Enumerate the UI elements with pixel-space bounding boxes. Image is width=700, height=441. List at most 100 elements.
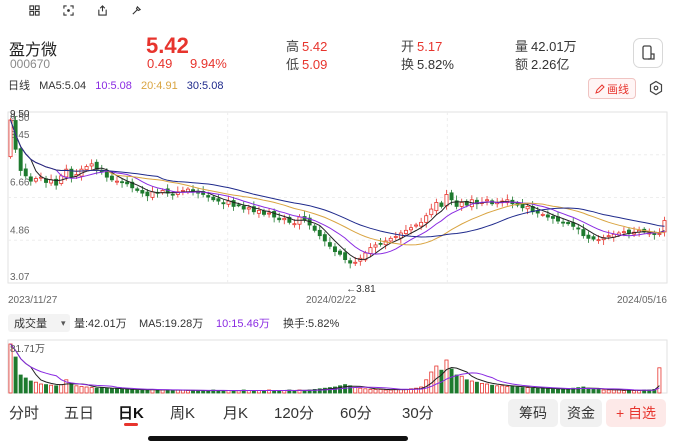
rotate-button[interactable] [633,38,663,68]
stat-high-value: 5.42 [302,39,328,54]
volume-bar [135,389,140,394]
candle [211,196,216,201]
draw-line-button[interactable]: 画线 [588,78,636,99]
volume-bar [99,387,104,394]
volume-bar [474,381,479,394]
candle [94,161,99,170]
volume-bar [332,386,337,394]
tab-five-day[interactable]: 五日 [64,405,95,422]
tab-weekly-k[interactable]: 周K [170,405,196,422]
volume-bar [657,367,662,394]
volume-bar [84,386,89,394]
funds-button[interactable]: 资金 [560,399,602,427]
volume-bar [632,390,637,394]
volume-bar [165,389,170,394]
candle [89,163,94,167]
x-axis-label-start: 2023/11/27 [8,295,58,306]
volume-bar [409,388,413,394]
volume-bar [89,387,94,394]
tab-60min[interactable]: 60分 [340,405,372,422]
volume-bar [500,385,505,394]
candle [317,229,322,237]
ma20-line [10,119,665,246]
volume-bar [495,385,500,394]
candle [439,202,444,207]
volume-bar [449,368,454,394]
candle [444,194,449,207]
kline-period-label: 日线 [8,80,30,92]
active-tab-indicator [124,423,138,426]
volume-ma10-line [10,343,660,392]
add-watchlist-button[interactable]: + 自选 [606,399,666,427]
stat-high: 高 5.42 [286,36,327,55]
y-axis-tick-label: 9.50 [10,113,30,124]
volume-bar [191,390,195,394]
candle [419,221,424,227]
candle [130,181,135,189]
price-change-pct: 9.94% [190,56,227,71]
ma10-line [10,119,665,255]
volume-bar [28,380,33,394]
tab-intraday[interactable]: 分时 [9,405,40,422]
candle [23,168,28,177]
volume-bar [145,389,150,394]
volume-bar [196,390,201,394]
pencil-icon [595,83,605,94]
stat-low-value: 5.09 [302,57,328,72]
candle [267,212,272,215]
candle [180,190,185,192]
stat-amount-value: 2.26亿 [531,57,570,72]
candle [373,244,378,248]
tab-120min[interactable]: 120分 [274,405,315,422]
tab-daily-k[interactable]: 日K [118,405,144,422]
stat-turnover: 换 5.82% [401,54,454,73]
volume-bar [561,389,566,394]
candle [104,171,109,178]
candle [652,233,657,235]
phone-rotate-icon [642,45,655,60]
hexagon-icon[interactable] [648,80,664,96]
volume-bar [322,387,327,394]
candle [140,190,145,194]
candle [28,176,33,182]
candle [338,250,343,255]
volume-bar [64,379,69,394]
stat-open-value: 5.17 [417,39,443,54]
ma-legend: 日线 MA5:5.04 10:5.08 20:4.91 30:5.08 [8,77,229,93]
stat-high-label: 高 [286,39,300,54]
candle [150,191,155,198]
volume-bar [59,384,64,394]
volume-bar [520,387,525,394]
candle [393,236,398,238]
volume-bar [33,381,38,394]
volume-bar [383,389,388,394]
grid-icon[interactable] [28,4,40,16]
settings-icon[interactable] [130,4,142,16]
volume-bar [373,389,378,394]
kline-chart[interactable]: 9.50 8.45 6.66 4.86 3.07 2023/11/27 2024/02/22… [0,100,700,440]
candle [566,221,571,225]
volume-selector-label: 成交量 [14,316,47,330]
tab-30min[interactable]: 30分 [402,405,434,422]
candle [312,225,317,231]
volume-bar [79,386,84,394]
candle [135,188,140,191]
ma30-legend: 30:5.08 [186,80,224,92]
candle [459,202,464,207]
volume-bar [601,389,606,394]
share-icon[interactable] [96,4,108,16]
volume-legend-vol: 量:42.01万 [74,317,127,330]
volume-bar [459,375,464,394]
volume-bar [23,377,28,394]
top-toolbar [0,0,700,20]
candle [84,166,89,171]
chips-button[interactable]: 筹码 [508,399,558,427]
volume-bar [611,389,616,394]
last-price: 5.42 [146,33,189,58]
volume-bar [510,386,515,394]
volume-bar [596,389,601,394]
tab-monthly-k[interactable]: 月K [223,405,249,422]
scan-icon[interactable] [62,4,74,16]
volume-bar [104,387,109,394]
volume-bar [525,387,530,394]
